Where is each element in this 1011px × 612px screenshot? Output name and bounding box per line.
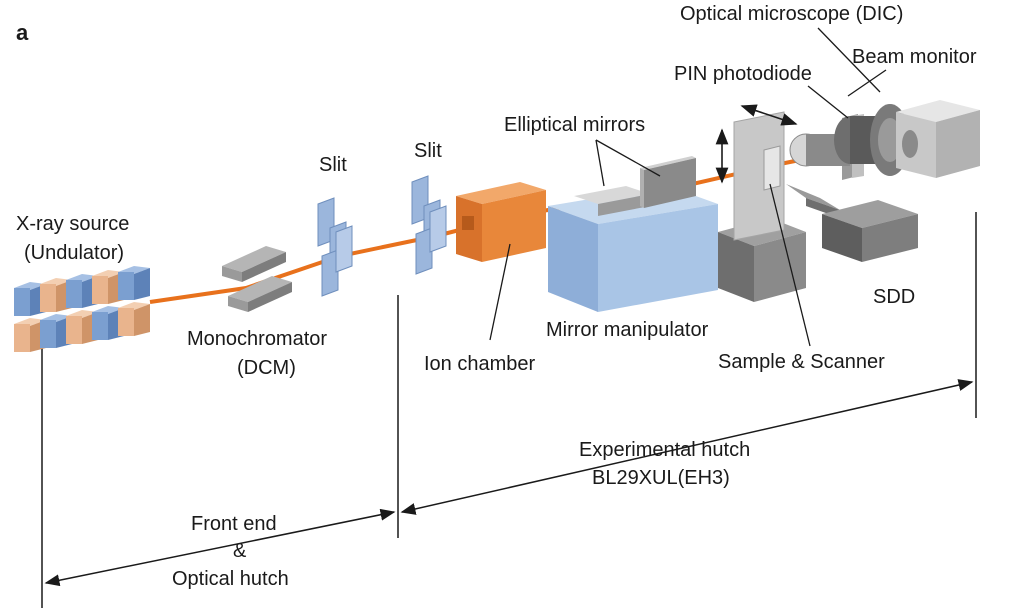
horizontal-motion-arrow: [740, 104, 798, 126]
xray-source-label: X-ray source: [16, 213, 129, 235]
dcm-label: (DCM): [237, 357, 296, 379]
beam-monitor-label: Beam monitor: [852, 46, 977, 68]
elliptical-mirrors-label: Elliptical mirrors: [504, 114, 645, 136]
slit-1-blades: [317, 197, 353, 297]
beam-monitor: [896, 100, 980, 178]
ampersand-label: &: [233, 540, 247, 562]
experimental-hutch-label: Experimental hutch: [579, 439, 750, 461]
front-end-span-arrow: [44, 508, 396, 587]
mirror-manipulator-stage: [548, 156, 718, 312]
slit-2-blades: [411, 175, 447, 275]
optical-microscope: [789, 104, 910, 176]
experimental-hutch-span-arrow: [400, 379, 974, 515]
monochromator-crystals: [222, 246, 292, 312]
undulator-label: (Undulator): [24, 242, 124, 264]
undulator-magnets: [14, 266, 150, 352]
optical-microscope-label: Optical microscope (DIC): [680, 3, 903, 25]
sdd-detector: [822, 200, 918, 262]
sdd-label: SDD: [873, 286, 915, 308]
optical-hutch-label: Optical hutch: [172, 568, 289, 590]
ion-chamber-box: [456, 182, 546, 262]
panel-letter: a: [16, 20, 29, 45]
mirror-manipulator-label: Mirror manipulator: [546, 319, 709, 341]
ion-chamber-label: Ion chamber: [424, 353, 536, 375]
beamline-id-label: BL29XUL(EH3): [592, 467, 730, 489]
leader-lines: [489, 27, 887, 347]
sample-scanner-stage: [718, 111, 840, 302]
pin-photodiode-label: PIN photodiode: [674, 63, 812, 85]
front-end-label: Front end: [191, 513, 277, 535]
slit-1-label: Slit: [319, 154, 347, 176]
slit-2-label: Slit: [414, 140, 442, 162]
sample-scanner-label: Sample & Scanner: [718, 351, 885, 373]
monochromator-label: Monochromator: [187, 328, 327, 350]
